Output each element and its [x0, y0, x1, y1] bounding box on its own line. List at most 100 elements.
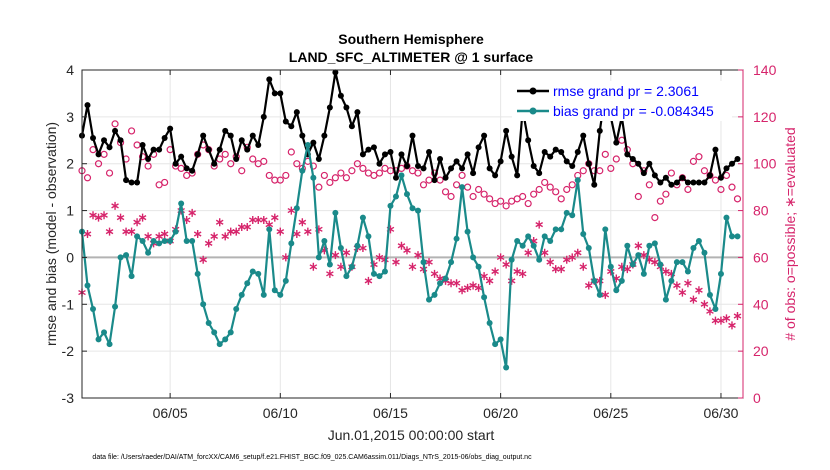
rmse-point — [255, 141, 262, 148]
bias-point — [508, 256, 515, 263]
bias-point — [326, 261, 333, 268]
x-tick-label: 06/30 — [703, 405, 738, 421]
possible-obs-point — [276, 176, 284, 184]
possible-obs-point — [557, 195, 565, 203]
bias-point — [238, 291, 245, 298]
evaluated-obs-point — [392, 258, 400, 267]
evaluated-obs-point — [651, 258, 659, 267]
rmse-point — [662, 174, 669, 181]
bias-point — [172, 228, 179, 235]
evaluated-obs-point — [695, 286, 703, 295]
bias-point — [178, 200, 185, 207]
possible-obs-point — [469, 192, 477, 201]
rmse-point — [299, 132, 306, 139]
bias-point — [706, 291, 713, 298]
evaluated-obs-point — [221, 232, 230, 241]
evaluated-obs-point — [375, 253, 384, 262]
possible-obs-point — [94, 160, 103, 168]
possible-obs-point — [486, 195, 494, 203]
rmse-point — [200, 132, 207, 139]
possible-obs-point — [249, 155, 257, 163]
evaluated-obs-point — [700, 300, 709, 309]
bias-point — [734, 233, 741, 240]
rmse-point — [475, 144, 482, 151]
rmse-point — [370, 144, 377, 151]
evaluated-obs-point — [491, 267, 499, 276]
possible-obs-point — [138, 153, 147, 161]
evaluated-obs-point — [111, 201, 119, 210]
rmse-point — [635, 160, 642, 167]
y-tick-label: -1 — [62, 296, 75, 312]
rmse-point — [343, 104, 350, 111]
bias-point — [288, 240, 295, 247]
possible-obs-point — [601, 150, 609, 158]
possible-obs-point — [568, 181, 576, 189]
bias-point — [624, 242, 631, 249]
rmse-point — [591, 181, 598, 188]
bias-point — [348, 263, 355, 270]
evaluated-obs-point — [309, 262, 318, 271]
rmse-point — [706, 172, 713, 179]
rmse-point — [123, 177, 130, 184]
evaluated-obs-point — [94, 213, 103, 222]
bias-point — [591, 277, 598, 284]
evaluated-obs-point — [397, 241, 406, 250]
evaluated-obs-point — [326, 269, 334, 278]
y-right-tick-label: 100 — [753, 156, 777, 172]
possible-obs-point — [447, 192, 455, 201]
bias-point — [503, 364, 510, 371]
evaluated-obs-point — [105, 227, 114, 236]
rmse-point — [117, 137, 124, 144]
rmse-point — [558, 149, 565, 155]
evaluated-obs-point — [546, 258, 555, 267]
bias-point — [662, 296, 669, 303]
possible-obs-point — [717, 185, 725, 194]
bias-point — [541, 233, 548, 240]
rmse-point — [194, 151, 201, 158]
bias-point — [668, 277, 675, 284]
possible-obs-point — [579, 167, 587, 175]
rmse-point — [651, 172, 658, 179]
bias-point — [690, 245, 697, 252]
evaluated-obs-point — [304, 227, 312, 236]
rmse-point — [365, 146, 372, 153]
bias-point — [205, 320, 212, 327]
bias-point — [233, 305, 240, 312]
rmse-point — [657, 179, 664, 186]
bias-point — [381, 268, 388, 275]
bias-point — [310, 174, 317, 181]
possible-obs-point — [695, 153, 703, 161]
rmse-point — [508, 153, 515, 160]
rmse-point — [348, 123, 355, 130]
rmse-point — [712, 146, 719, 153]
possible-obs-point — [530, 190, 538, 198]
bias-point — [244, 280, 251, 287]
evaluated-obs-point — [276, 227, 285, 236]
possible-obs-point — [441, 188, 450, 196]
evaluated-obs-point — [188, 208, 196, 217]
rmse-point — [640, 170, 647, 177]
possible-obs-point — [607, 164, 615, 172]
bias-point — [558, 226, 565, 233]
bias-point — [640, 270, 647, 277]
axes-background — [82, 70, 743, 398]
possible-obs-point — [375, 169, 384, 177]
possible-obs-point — [728, 183, 736, 191]
rmse-point — [624, 151, 631, 158]
bias-point — [249, 268, 256, 275]
bias-point — [409, 205, 416, 212]
evaluated-obs-point — [287, 206, 296, 215]
rmse-point — [178, 153, 185, 160]
bias-point — [684, 268, 691, 275]
y-right-tick-label: 60 — [753, 249, 769, 265]
evaluated-obs-point — [535, 220, 544, 229]
rmse-point — [156, 146, 163, 153]
possible-obs-point — [359, 164, 367, 172]
bias-point — [370, 270, 377, 277]
evaluated-obs-point — [293, 230, 301, 238]
bias-point — [200, 301, 207, 308]
evaluated-obs-point — [408, 262, 417, 271]
bias-point — [530, 242, 537, 249]
evaluated-obs-point — [678, 288, 687, 297]
legend: rmse grand pr = 2.3061 bias grand pr = -… — [512, 81, 732, 121]
